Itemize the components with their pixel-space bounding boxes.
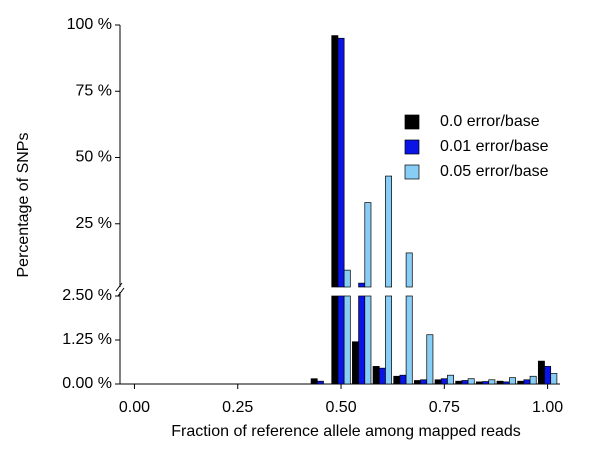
bar	[405, 252, 413, 288]
bar	[385, 175, 392, 288]
bar	[426, 334, 434, 385]
legend-label: 0.0 error/base	[440, 113, 540, 130]
bar	[352, 341, 359, 385]
bar	[316, 380, 324, 385]
bar	[420, 379, 428, 385]
bar	[440, 378, 448, 385]
bar	[509, 377, 516, 385]
legend-swatch	[404, 114, 420, 130]
bar	[455, 380, 463, 385]
bar	[405, 295, 413, 385]
axis-break	[115, 282, 125, 297]
y-tick-label: 100 %	[67, 16, 112, 33]
x-tick-label: 1.00	[532, 399, 563, 416]
bar	[523, 379, 531, 385]
x-axis-label: Fraction of reference allele among mappe…	[171, 423, 521, 440]
legend-swatch	[404, 139, 420, 155]
bar	[331, 295, 339, 385]
bar	[364, 202, 372, 288]
bar	[337, 37, 345, 288]
y-tick-label: 75 %	[76, 82, 112, 99]
y-tick-label: 1.25 %	[62, 331, 112, 348]
bar	[488, 379, 496, 385]
bar	[399, 374, 407, 385]
bar	[343, 295, 351, 385]
x-tick-label: 0.50	[325, 399, 356, 416]
bar	[364, 295, 372, 385]
bar	[467, 378, 475, 385]
x-tick-label: 0.25	[222, 399, 253, 416]
y-tick-label: 50 %	[76, 149, 112, 166]
y-tick-label: 0.00 %	[62, 375, 112, 392]
legend-swatch	[404, 164, 420, 180]
bar	[434, 379, 442, 385]
bar	[517, 380, 525, 385]
y-tick-label: 25 %	[76, 215, 112, 232]
bar	[537, 360, 545, 385]
bar	[544, 366, 552, 385]
bar	[475, 381, 483, 385]
bar	[502, 381, 510, 385]
legend-label: 0.01 error/base	[440, 138, 549, 155]
bar	[337, 295, 345, 385]
bar	[550, 373, 558, 385]
bar	[461, 380, 469, 385]
bar	[378, 367, 386, 385]
y-tick-label: 2.50 %	[62, 287, 112, 304]
bar	[358, 295, 366, 385]
bar	[358, 282, 366, 288]
bar	[393, 375, 401, 385]
legend-label: 0.05 error/base	[440, 163, 549, 180]
bar	[343, 269, 351, 288]
bar	[310, 378, 318, 385]
x-tick-label: 0.75	[429, 399, 460, 416]
bar	[529, 375, 537, 385]
bar	[447, 374, 454, 385]
x-tick-label: 0.00	[119, 399, 150, 416]
bar	[331, 35, 339, 288]
bar	[385, 295, 392, 385]
y-axis-label: Percentage of SNPs	[15, 133, 32, 278]
bar	[372, 366, 380, 385]
bar	[496, 380, 504, 385]
bar	[482, 381, 490, 385]
bar	[414, 380, 421, 385]
